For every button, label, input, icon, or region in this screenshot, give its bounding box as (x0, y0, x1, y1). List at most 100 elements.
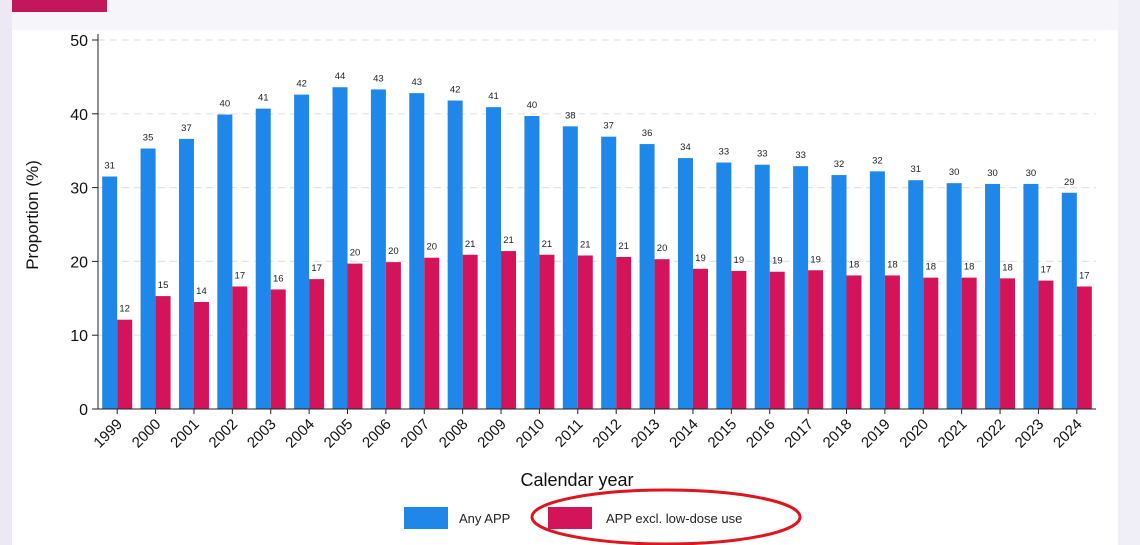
bar-app-excl-2010 (539, 254, 555, 409)
data-label-any-app-2006: 43 (373, 73, 384, 84)
data-label-app-excl-2009: 21 (503, 235, 514, 246)
bar-any-app-2000 (140, 148, 156, 409)
bar-app-excl-2000 (155, 296, 171, 409)
bar-any-app-2012 (601, 136, 617, 410)
data-label-any-app-2010: 40 (527, 100, 538, 111)
data-label-app-excl-2024: 17 (1079, 270, 1090, 281)
bar-any-app-2011 (562, 126, 578, 409)
bar-any-app-2016 (754, 164, 770, 409)
y-tick-label-30: 30 (70, 181, 88, 198)
data-label-app-excl-2001: 14 (196, 286, 207, 297)
data-label-app-excl-2014: 19 (695, 253, 706, 264)
bar-any-app-1999 (102, 176, 118, 409)
data-label-any-app-2009: 41 (488, 91, 499, 102)
bar-any-app-2004 (294, 94, 310, 409)
bar-any-app-2008 (447, 100, 463, 410)
y-axis-label: Proportion (%) (23, 160, 42, 270)
bar-any-app-2006 (370, 89, 386, 410)
data-label-any-app-2024: 29 (1064, 177, 1075, 188)
bar-any-app-2021 (946, 183, 962, 409)
y-tick-label-50: 50 (70, 33, 88, 50)
data-label-app-excl-2023: 17 (1041, 265, 1052, 276)
data-label-any-app-2014: 34 (680, 142, 691, 153)
bar-app-excl-2008 (462, 254, 478, 409)
data-label-any-app-2015: 33 (719, 147, 730, 158)
data-label-any-app-2022: 30 (987, 168, 998, 179)
bar-any-app-2003 (255, 108, 271, 409)
data-label-any-app-2017: 33 (795, 150, 806, 161)
data-label-app-excl-2021: 18 (964, 262, 975, 273)
data-label-any-app-2008: 42 (450, 85, 461, 96)
legend-label-app-excl: APP excl. low-dose use (606, 511, 742, 526)
bar-any-app-2019 (869, 171, 885, 409)
bar-any-app-2010 (524, 116, 540, 409)
legend-swatch-any-app (404, 507, 448, 529)
data-label-app-excl-2020: 18 (925, 262, 936, 273)
data-label-any-app-2004: 42 (296, 79, 307, 90)
data-label-app-excl-2006: 20 (388, 246, 399, 257)
y-tick-label-10: 10 (70, 328, 88, 345)
bar-app-excl-2019 (884, 275, 900, 409)
data-label-app-excl-2019: 18 (887, 259, 898, 270)
data-label-app-excl-2010: 21 (542, 239, 553, 250)
bar-app-excl-2002 (232, 286, 248, 409)
bar-any-app-2013 (639, 144, 655, 410)
data-label-any-app-1999: 31 (104, 161, 115, 172)
bar-any-app-2017 (793, 166, 809, 409)
data-label-any-app-2005: 44 (335, 71, 346, 82)
bar-any-app-2005 (332, 87, 348, 410)
data-label-any-app-2013: 36 (642, 128, 653, 139)
bar-app-excl-2011 (577, 255, 593, 409)
data-label-app-excl-2013: 20 (657, 243, 668, 254)
bar-any-app-2007 (409, 93, 425, 410)
data-label-app-excl-2003: 16 (273, 273, 284, 284)
data-label-app-excl-2012: 21 (618, 241, 629, 252)
data-label-any-app-2019: 32 (872, 155, 883, 166)
bar-app-excl-2007 (424, 257, 440, 409)
data-label-app-excl-2011: 21 (580, 239, 591, 250)
bar-app-excl-2017 (808, 270, 824, 409)
data-label-any-app-2003: 41 (258, 93, 269, 104)
bar-app-excl-2016 (769, 271, 785, 409)
data-label-any-app-2011: 38 (565, 110, 576, 121)
bar-app-excl-1999 (117, 319, 133, 409)
bar-any-app-2024 (1061, 192, 1077, 409)
bar-app-excl-2003 (270, 289, 286, 409)
data-label-any-app-2023: 30 (1026, 168, 1037, 179)
y-tick-label-20: 20 (70, 254, 88, 271)
bar-app-excl-2013 (654, 259, 670, 409)
bar-any-app-2022 (985, 183, 1001, 409)
data-label-any-app-2007: 43 (411, 77, 422, 88)
data-label-app-excl-2018: 18 (849, 259, 860, 270)
bar-app-excl-2009 (501, 251, 517, 409)
data-label-app-excl-2017: 19 (810, 254, 821, 265)
data-label-any-app-2002: 40 (220, 99, 231, 110)
data-label-any-app-2001: 37 (181, 123, 192, 134)
bar-app-excl-2005 (347, 263, 363, 409)
y-axis: 0 10 20 30 40 50 (70, 33, 99, 419)
legend: Any APP APP excl. low-dose use (404, 507, 742, 529)
bar-any-app-2020 (908, 180, 924, 409)
bar-app-excl-2012 (616, 256, 632, 409)
bar-app-excl-2020 (923, 277, 939, 409)
data-label-any-app-2018: 32 (834, 159, 845, 170)
data-label-any-app-2021: 30 (949, 167, 960, 178)
bar-app-excl-2021 (961, 277, 977, 409)
bar-any-app-2023 (1023, 183, 1039, 409)
bar-labels: 31 12 35 15 37 14 40 17 41 16 42 17 44 20 43 20 43 20 42 21… (104, 71, 1089, 314)
bar-app-excl-2006 (385, 262, 401, 409)
bar-any-app-2015 (716, 162, 732, 409)
bar-app-excl-2004 (309, 279, 325, 409)
data-label-any-app-2020: 31 (910, 164, 921, 175)
y-tick-label-40: 40 (70, 107, 88, 124)
bar-any-app-2014 (677, 158, 693, 409)
legend-swatch-app-excl (548, 507, 592, 529)
data-label-any-app-2000: 35 (143, 132, 154, 143)
data-label-any-app-2012: 37 (603, 121, 614, 132)
data-label-app-excl-2000: 15 (158, 280, 169, 291)
highlight-annotation-ellipse (530, 488, 802, 545)
data-label-app-excl-2015: 19 (734, 255, 745, 266)
bar-any-app-2002 (217, 114, 233, 410)
data-label-app-excl-2016: 19 (772, 256, 783, 267)
